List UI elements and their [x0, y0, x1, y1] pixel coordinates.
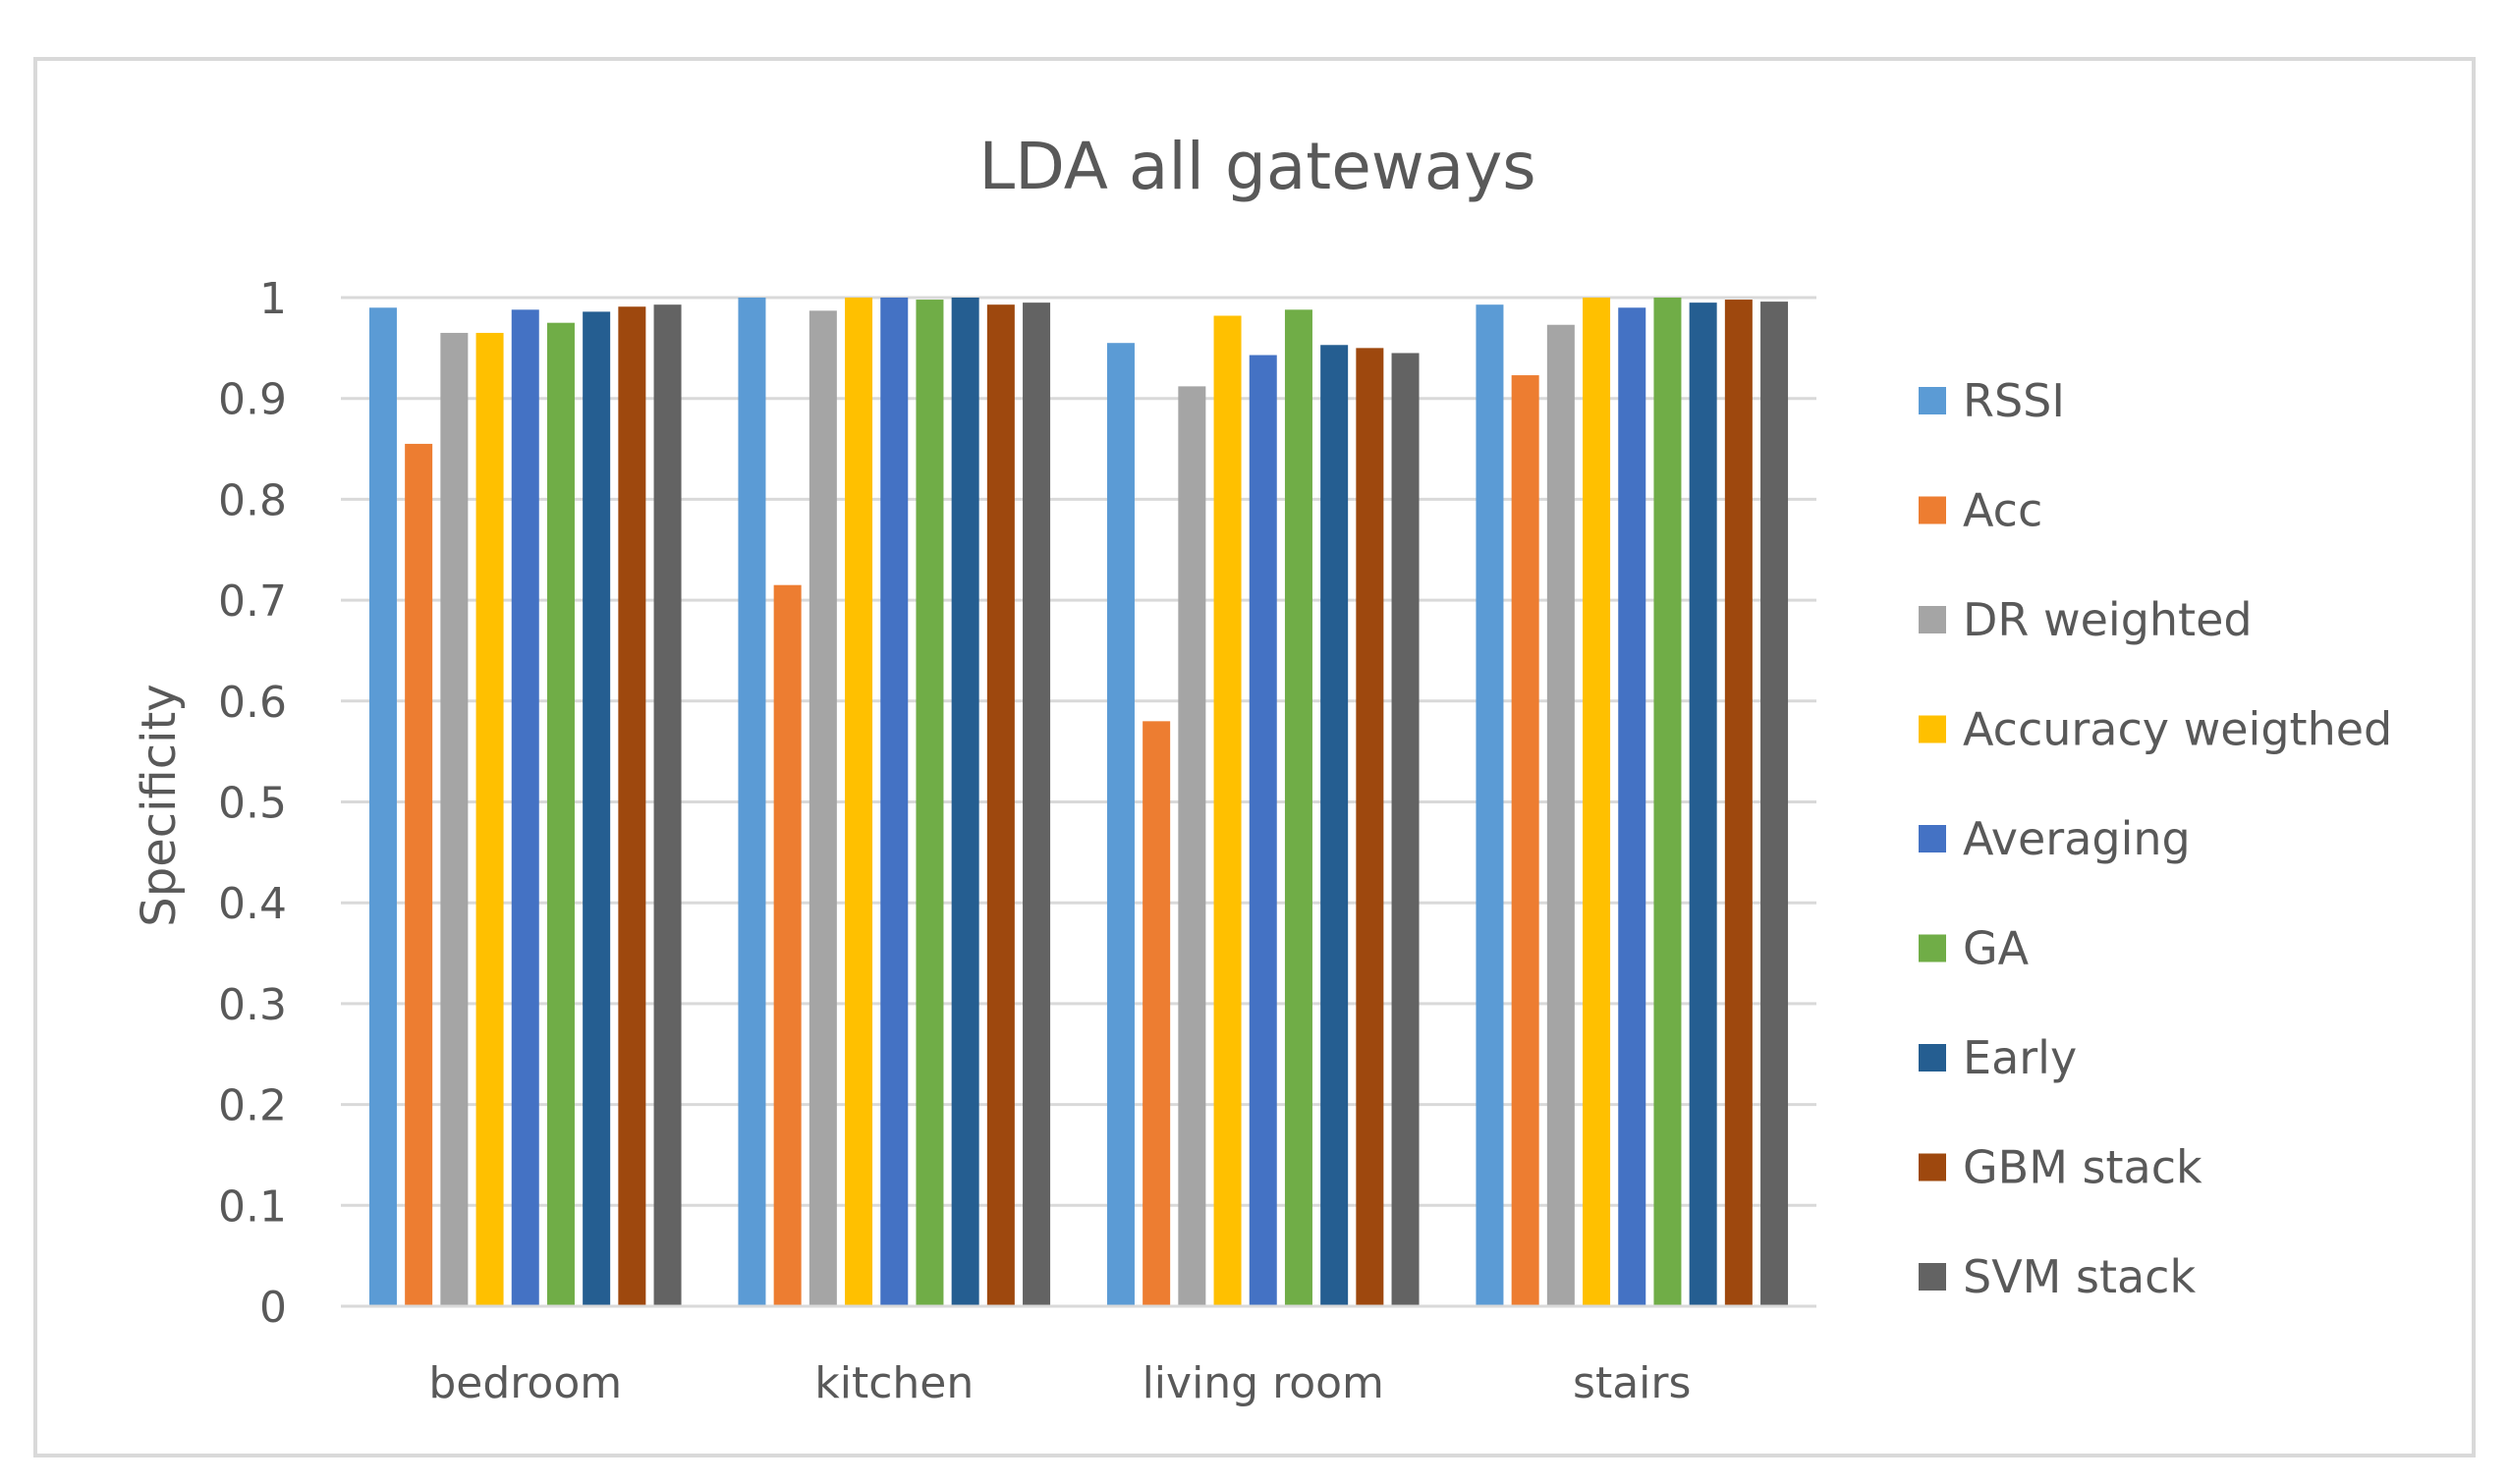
- bar-ga-living-room: [1284, 309, 1312, 1307]
- bar-rssi-living-room: [1106, 343, 1135, 1307]
- y-tick-label: 0.9: [218, 375, 287, 425]
- y-tick-label: 1: [259, 274, 287, 324]
- y-axis-label: Specificity: [132, 684, 187, 926]
- legend-label: SVM stack: [1963, 1250, 2196, 1303]
- legend-swatch: [1919, 1153, 1946, 1182]
- bar-averaging-stairs: [1618, 307, 1646, 1306]
- bar-dr-weighted-kitchen: [808, 310, 837, 1306]
- bar-acc-stairs: [1511, 375, 1539, 1307]
- legend-swatch: [1919, 606, 1946, 633]
- bar-early-bedroom: [583, 311, 611, 1306]
- y-tick-label: 0: [259, 1283, 287, 1333]
- legend-swatch: [1919, 934, 1946, 962]
- legend-swatch: [1919, 715, 1946, 743]
- y-tick-label: 0.1: [218, 1182, 287, 1232]
- bar-accuracy-weigthed-kitchen: [845, 298, 873, 1306]
- bar-gbm-stack-kitchen: [986, 304, 1015, 1307]
- legend-label: Acc: [1963, 484, 2042, 537]
- legend-label: DR weighted: [1963, 593, 2253, 646]
- y-tick-label: 0.8: [218, 475, 287, 525]
- bars: [368, 298, 1789, 1307]
- legend-swatch: [1919, 1044, 1946, 1072]
- legend-swatch: [1919, 496, 1946, 524]
- x-tick-labels: bedroom kitchen living room stairs: [428, 1358, 1691, 1408]
- legend-label: GA: [1963, 922, 2030, 975]
- y-tick-label: 0.6: [218, 678, 287, 728]
- bar-accuracy-weigthed-living-room: [1213, 315, 1242, 1307]
- bar-gbm-stack-bedroom: [618, 306, 646, 1306]
- chart-title: LDA all gateways: [978, 129, 1535, 204]
- y-tick-label: 0.3: [218, 980, 287, 1030]
- bar-early-living-room: [1320, 345, 1349, 1306]
- y-tick-label: 0.2: [218, 1081, 287, 1131]
- bar-accuracy-weigthed-stairs: [1583, 298, 1611, 1306]
- y-tick-label: 0.7: [218, 577, 287, 627]
- bar-averaging-living-room: [1249, 355, 1277, 1306]
- legend-label: RSSI: [1963, 374, 2065, 427]
- bar-acc-kitchen: [773, 584, 802, 1306]
- bar-averaging-bedroom: [511, 309, 539, 1307]
- bar-svm-stack-bedroom: [653, 304, 682, 1307]
- bar-dr-weighted-living-room: [1178, 386, 1206, 1307]
- bar-early-kitchen: [951, 298, 979, 1306]
- bar-svm-stack-living-room: [1391, 353, 1420, 1306]
- bar-accuracy-weigthed-bedroom: [475, 332, 504, 1306]
- y-tick-label: 0.5: [218, 779, 287, 829]
- x-tick-label: kitchen: [814, 1358, 974, 1408]
- bar-ga-bedroom: [546, 322, 575, 1306]
- bar-gbm-stack-living-room: [1356, 348, 1384, 1307]
- legend-label: Averaging: [1963, 812, 2191, 865]
- bar-acc-bedroom: [405, 443, 433, 1306]
- bar-dr-weighted-stairs: [1546, 324, 1575, 1306]
- legend-swatch: [1919, 825, 1946, 852]
- bar-svm-stack-stairs: [1760, 302, 1789, 1306]
- legend-label: Accuracy weigthed: [1963, 703, 2392, 756]
- legend-label: GBM stack: [1963, 1141, 2202, 1194]
- x-tick-label: living room: [1143, 1358, 1384, 1408]
- bar-ga-stairs: [1653, 298, 1682, 1306]
- y-tick-labels: 0 0.1 0.2 0.3 0.4 0.5 0.6 0.7 0.8 0.9 1: [218, 274, 287, 1333]
- bar-ga-kitchen: [916, 300, 944, 1307]
- x-tick-label: bedroom: [428, 1358, 622, 1408]
- bar-gbm-stack-stairs: [1724, 300, 1753, 1307]
- bar-rssi-stairs: [1476, 304, 1504, 1307]
- bar-dr-weighted-bedroom: [440, 332, 469, 1306]
- legend-swatch: [1919, 1263, 1946, 1291]
- bar-averaging-kitchen: [880, 298, 909, 1306]
- legend: RSSI Acc DR weighted Accuracy weigthed Avera…: [1919, 374, 2392, 1303]
- legend-swatch: [1919, 387, 1946, 414]
- x-tick-label: stairs: [1573, 1358, 1691, 1408]
- bar-rssi-kitchen: [738, 298, 766, 1306]
- legend-label: Early: [1963, 1031, 2077, 1084]
- bar-acc-living-room: [1143, 721, 1171, 1306]
- bar-svm-stack-kitchen: [1023, 302, 1051, 1306]
- y-tick-label: 0.4: [218, 879, 287, 929]
- bar-rssi-bedroom: [368, 307, 397, 1306]
- bar-early-stairs: [1689, 302, 1717, 1306]
